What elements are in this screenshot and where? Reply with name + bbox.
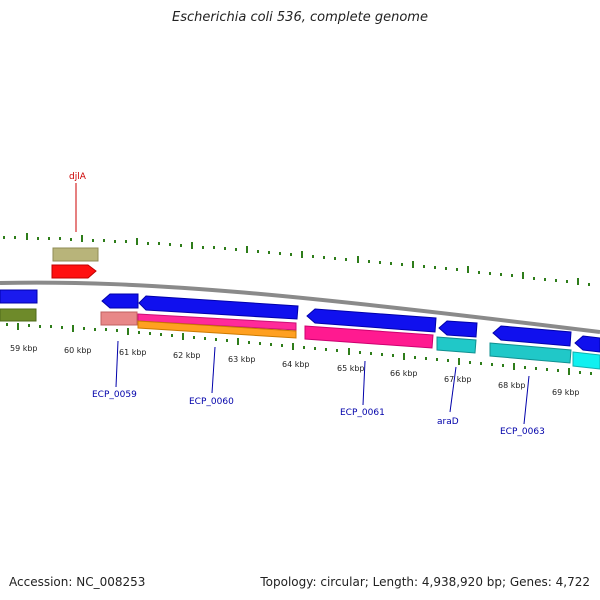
- gene-right-edge[interactable]: [574, 335, 600, 353]
- gene-partial-left-lower[interactable]: [0, 308, 37, 322]
- gene-djlA-outer[interactable]: [52, 247, 99, 262]
- gene-ECP_0059[interactable]: [101, 293, 139, 309]
- gene-label-djlA[interactable]: djlA: [69, 172, 87, 182]
- gene-araD-lower[interactable]: [436, 336, 477, 354]
- gene-label-leaders: [75, 183, 530, 425]
- gene-ECP_0059-lower[interactable]: [100, 311, 138, 326]
- kbp-labels: 59 kbp 60 kbp 61 kbp 62 kbp 63 kbp 64 kb…: [10, 344, 580, 397]
- gene-ECP_0063-lower[interactable]: [489, 342, 572, 364]
- gene-label-ECP_0059[interactable]: ECP_0059: [92, 390, 137, 400]
- kbp-label: 69 kbp: [552, 388, 580, 397]
- kbp-label: 68 kbp: [498, 381, 526, 390]
- kbp-label: 61 kbp: [119, 348, 147, 357]
- gene-ECP_0060-mid[interactable]: [137, 313, 297, 331]
- kbp-label: 60 kbp: [64, 346, 92, 355]
- accession-text: Accession: NC_008253: [9, 575, 146, 589]
- kbp-label: 63 kbp: [228, 355, 256, 364]
- gene-partial-left[interactable]: [0, 289, 38, 304]
- gene-djlA[interactable]: [51, 264, 97, 279]
- kbp-label: 64 kbp: [282, 360, 310, 369]
- kbp-label: 67 kbp: [444, 375, 472, 384]
- gene-araD[interactable]: [438, 320, 478, 338]
- kbp-label: 62 kbp: [173, 351, 201, 360]
- genome-backbone: [0, 280, 600, 334]
- gene-right-edge-lower[interactable]: [572, 351, 600, 370]
- genome-summary-text: Topology: circular; Length: 4,938,920 bp…: [260, 575, 590, 589]
- kbp-label: 59 kbp: [10, 344, 38, 353]
- reverse-strand[interactable]: [0, 289, 600, 370]
- outer-tick-ring: [3, 233, 590, 286]
- gene-labels: djlA ECP_0059 ECP_0060 ECP_0061 araD ECP…: [69, 172, 545, 437]
- gene-ECP_0061-lower[interactable]: [304, 325, 434, 349]
- map-title: Escherichia coli 536, complete genome: [172, 10, 428, 25]
- kbp-label: 65 kbp: [337, 364, 365, 373]
- forward-strand[interactable]: [51, 247, 99, 279]
- gene-ECP_0060-lower[interactable]: [137, 320, 297, 339]
- gene-label-ECP_0060[interactable]: ECP_0060: [189, 397, 234, 407]
- gene-ECP_0063[interactable]: [492, 325, 572, 347]
- gene-ECP_0061[interactable]: [306, 308, 437, 333]
- gene-label-araD[interactable]: araD: [437, 417, 459, 427]
- gene-label-ECP_0063[interactable]: ECP_0063: [500, 427, 545, 437]
- inner-tick-ring: [6, 323, 592, 375]
- kbp-label: 66 kbp: [390, 369, 418, 378]
- gene-label-ECP_0061[interactable]: ECP_0061: [340, 408, 385, 418]
- gene-ECP_0060[interactable]: [138, 295, 299, 320]
